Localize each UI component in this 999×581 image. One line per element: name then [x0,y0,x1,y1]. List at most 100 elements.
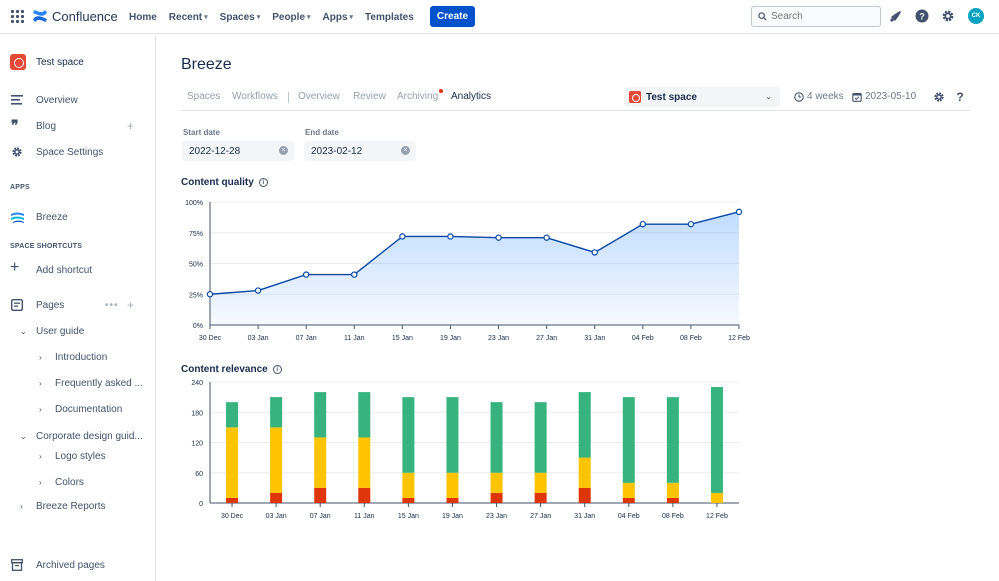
bar-segment [358,487,371,503]
more-options-icon[interactable]: ••• [105,299,119,311]
bar-segment [490,402,503,473]
nav-home[interactable]: Home [129,12,157,23]
end-date-field[interactable]: 2023-02-12 × [304,141,416,161]
chevron-down-icon[interactable]: ⌄ [20,431,27,441]
data-point [495,234,502,241]
add-page-icon[interactable]: + [127,298,135,312]
bar-segment [358,392,371,438]
tab-spaces[interactable]: Spaces [187,91,221,102]
tree-item-faq[interactable]: › Frequently asked ... [0,375,155,391]
quality-title-text: Content quality [181,177,254,188]
clear-icon[interactable]: × [401,146,410,155]
settings-gear-icon[interactable] [940,8,956,24]
clear-icon[interactable]: × [279,146,288,155]
create-button[interactable]: Create [430,6,475,27]
bar-segment [710,387,723,493]
bar-segment [622,497,635,503]
bar-segment [622,397,635,483]
x-tick-label: 11 Jan [344,335,365,342]
x-tick-label: 30 Dec [199,335,222,342]
sidebar-item-space-settings[interactable]: Space Settings [0,144,155,160]
sidebar: Test space Overview ❞ Blog + Space Setti… [0,35,156,581]
sidebar-item-breeze[interactable]: Breeze [0,209,155,225]
sidebar-item-overview[interactable]: Overview [0,92,155,108]
sidebar-item-archived[interactable]: Archived pages [0,557,155,573]
y-tick-label: 120 [191,441,203,448]
app-switcher-icon[interactable] [11,10,24,23]
tab-archiving[interactable]: Archiving [397,91,439,102]
date-selector[interactable]: 2023-05-10 [852,91,916,102]
confluence-logo[interactable]: Confluence [32,8,118,24]
notifications-icon[interactable] [888,8,904,24]
notification-dot [439,89,443,93]
x-tick-label: 23 Jan [488,335,509,342]
top-navigation: Confluence Home Recent ▾ Spaces ▾ People ▾ … [0,0,999,34]
y-tick-label: 100% [185,200,203,207]
search-input[interactable] [771,11,871,22]
x-tick-label: 15 Jan [392,335,413,342]
tree-item-label: Documentation [55,403,123,415]
space-name: Test space [36,56,84,68]
tree-item-label: User guide [36,325,85,337]
period-selector[interactable]: 4 weeks [794,91,844,102]
y-tick-label: 50% [189,262,203,269]
archive-icon [11,559,23,571]
chevron-right-icon[interactable]: › [39,451,42,461]
tab-overview[interactable]: Overview [298,91,340,102]
tab-workflows[interactable]: Workflows [232,91,278,102]
x-tick-label: 11 Jan [354,513,375,520]
nav-people[interactable]: People ▾ [272,12,310,23]
bar-segment [666,497,679,503]
sidebar-item-blog[interactable]: ❞ Blog + [0,117,155,134]
chevron-down-icon[interactable]: ⌄ [20,326,27,336]
user-avatar[interactable]: CK [968,8,984,24]
quality-line [209,211,740,295]
add-blog-icon[interactable]: + [127,119,135,133]
sidebar-space-header[interactable]: Test space [0,53,155,71]
data-point [399,233,406,240]
chevron-right-icon[interactable]: › [39,477,42,487]
tree-item-introduction[interactable]: › Introduction [0,349,155,365]
tree-item-colors[interactable]: › Colors [0,474,155,490]
x-tick-label: 27 Jan [536,335,557,342]
y-tick-label: 60 [195,471,203,478]
bar-segment [534,402,547,473]
chevron-right-icon[interactable]: › [39,352,42,362]
chevron-right-icon[interactable]: › [39,378,42,388]
tree-item-label: Introduction [55,351,108,363]
tab-review[interactable]: Review [353,91,386,102]
space-select[interactable]: Test space ⌄ [624,87,780,107]
breeze-app-icon [11,212,24,223]
chevron-right-icon[interactable]: › [20,501,23,511]
search-box[interactable] [751,6,881,27]
y-tick-label: 25% [189,292,203,299]
tab-analytics[interactable]: Analytics [451,91,492,102]
y-tick-label: 180 [191,410,203,417]
x-tick-label: 07 Jan [296,335,317,342]
settings-gear-icon[interactable] [931,89,947,105]
x-tick-label: 08 Feb [662,513,684,520]
help-icon[interactable]: ? [914,8,930,24]
sidebar-item-add-shortcut[interactable]: + Add shortcut [0,259,155,278]
nav-templates[interactable]: Templates [365,12,414,23]
nav-spaces[interactable]: Spaces ▾ [220,12,261,23]
tree-item-user-guide[interactable]: ⌄ User guide [0,323,155,339]
space-avatar-icon [629,91,641,103]
tree-item-logo-styles[interactable]: › Logo styles [0,448,155,464]
tree-item-corporate-design[interactable]: ⌄ Corporate design guid... [0,428,155,444]
apps-heading: APPS [10,184,30,191]
start-date-field[interactable]: 2022-12-28 × [182,141,294,161]
relevance-title-text: Content relevance [181,364,268,375]
data-point [351,271,358,278]
info-icon[interactable]: i [258,178,268,187]
page-title: Breeze [181,56,232,73]
nav-apps[interactable]: Apps ▾ [323,12,354,23]
info-icon[interactable]: i [272,365,282,374]
tree-item-documentation[interactable]: › Documentation [0,401,155,417]
sidebar-item-pages[interactable]: Pages ••• + [0,297,155,313]
tree-item-breeze-reports[interactable]: › Breeze Reports [0,498,155,514]
help-question-icon[interactable]: ? [956,90,964,104]
nav-recent[interactable]: Recent ▾ [169,12,208,23]
bar-segment [358,437,371,488]
chevron-right-icon[interactable]: › [39,404,42,414]
